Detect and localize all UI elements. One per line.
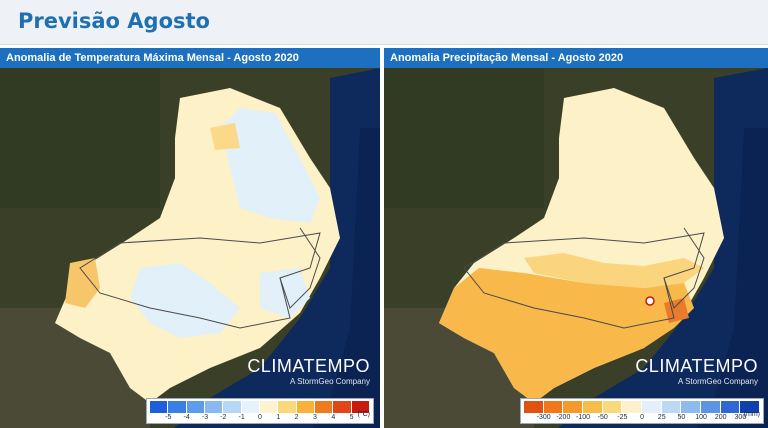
precipitation-legend: -300 -200 -100 -50 -25 0 25 50 100 200 300 (mm)	[520, 398, 764, 424]
temperature-legend-unit: (°C)	[357, 411, 370, 418]
temperature-legend-label: -4	[183, 414, 190, 421]
temperature-legend-label: -3	[201, 414, 209, 421]
temperature-legend-pad	[150, 413, 159, 423]
temperature-legend-label: -5	[165, 414, 172, 421]
precipitation-legend-label: -50	[597, 414, 608, 421]
temperature-legend-label: 2	[294, 414, 299, 421]
precipitation-legend-label: 25	[657, 414, 666, 421]
precipitation-legend-swatch	[563, 401, 584, 413]
precipitation-legend-swatch	[661, 401, 682, 413]
temperature-legend-swatch	[333, 401, 352, 413]
temperature-legend-swatch	[351, 401, 370, 413]
precipitation-legend-label: 50	[677, 414, 686, 421]
temperature-anomaly-map	[0, 68, 380, 428]
temperature-legend-swatch	[241, 401, 260, 413]
precipitation-legend-label: -25	[617, 414, 628, 421]
temperature-legend-labels: -5 -4 -3 -2 -1 0 1 2 3 4 5	[150, 413, 370, 423]
precipitation-legend-unit: (mm)	[743, 411, 760, 418]
temperature-panel-title: Anomalia de Temperatura Máxima Mensal - …	[0, 48, 380, 68]
temperature-legend-label: -1	[238, 414, 245, 421]
precipitation-legend-label: 0	[640, 414, 644, 421]
precipitation-legend-swatch	[720, 401, 741, 413]
precipitation-legend-swatch	[543, 401, 564, 413]
precipitation-panel-title: Anomalia Precipitação Mensal - Agosto 20…	[384, 48, 768, 68]
temperature-legend-swatch	[204, 401, 224, 413]
precipitation-legend-swatch	[622, 401, 643, 413]
precipitation-anomaly-panel: Anomalia Precipitação Mensal - Agosto 20…	[384, 48, 768, 428]
precipitation-legend-swatch	[642, 401, 662, 413]
precipitation-legend-label: -100	[576, 414, 591, 421]
temperature-legend-swatch	[150, 401, 169, 413]
precipitation-legend-pad	[524, 413, 534, 423]
precipitation-legend-label: -200	[556, 414, 571, 421]
precipitation-legend-swatch	[583, 401, 603, 413]
precipitation-legend-swatches	[524, 401, 761, 413]
temperature-legend-label: 5	[349, 414, 354, 421]
temperature-legend-swatch	[296, 401, 315, 413]
precipitation-legend-swatch	[701, 401, 721, 413]
temperature-legend-swatches	[150, 401, 370, 413]
climatempo-logo: CLIMATEMPO A StormGeo Company	[635, 356, 758, 386]
temperature-legend: -5 -4 -3 -2 -1 0 1 2 3 4 5 (°C)	[146, 398, 374, 424]
temperature-anomaly-panel: Anomalia de Temperatura Máxima Mensal - …	[0, 48, 380, 428]
temperature-legend-label: 0	[258, 414, 262, 421]
page-header: Previsão Agosto	[0, 0, 768, 45]
temperature-legend-label: 4	[331, 414, 336, 421]
temperature-legend-swatch	[223, 401, 242, 413]
temperature-legend-label: -2	[220, 414, 227, 421]
precipitation-legend-label: 200	[714, 414, 727, 421]
temperature-legend-label: 1	[276, 414, 281, 421]
precipitation-legend-label: 100	[695, 414, 707, 421]
temperature-legend-swatch	[259, 401, 279, 413]
precipitation-legend-swatch	[681, 401, 702, 413]
climatempo-logo: CLIMATEMPO A StormGeo Company	[247, 356, 370, 386]
temperature-legend-label: 3	[313, 414, 317, 421]
page-title: Previsão Agosto	[18, 9, 210, 33]
precipitation-legend-swatch	[524, 401, 544, 413]
precipitation-legend-label: -300	[536, 414, 551, 421]
temperature-legend-swatch	[314, 401, 334, 413]
precipitation-legend-labels: -300 -200 -100 -50 -25 0 25 50 100 200 300	[524, 413, 760, 423]
precipitation-legend-swatch	[602, 401, 623, 413]
precipitation-anomaly-map	[384, 68, 768, 428]
precipitation-legend-swatch	[740, 401, 761, 413]
temperature-legend-swatch	[278, 401, 297, 413]
precipitation-legend-label: 300	[734, 414, 747, 421]
temperature-legend-swatch	[168, 401, 187, 413]
temperature-legend-swatch	[186, 401, 205, 413]
